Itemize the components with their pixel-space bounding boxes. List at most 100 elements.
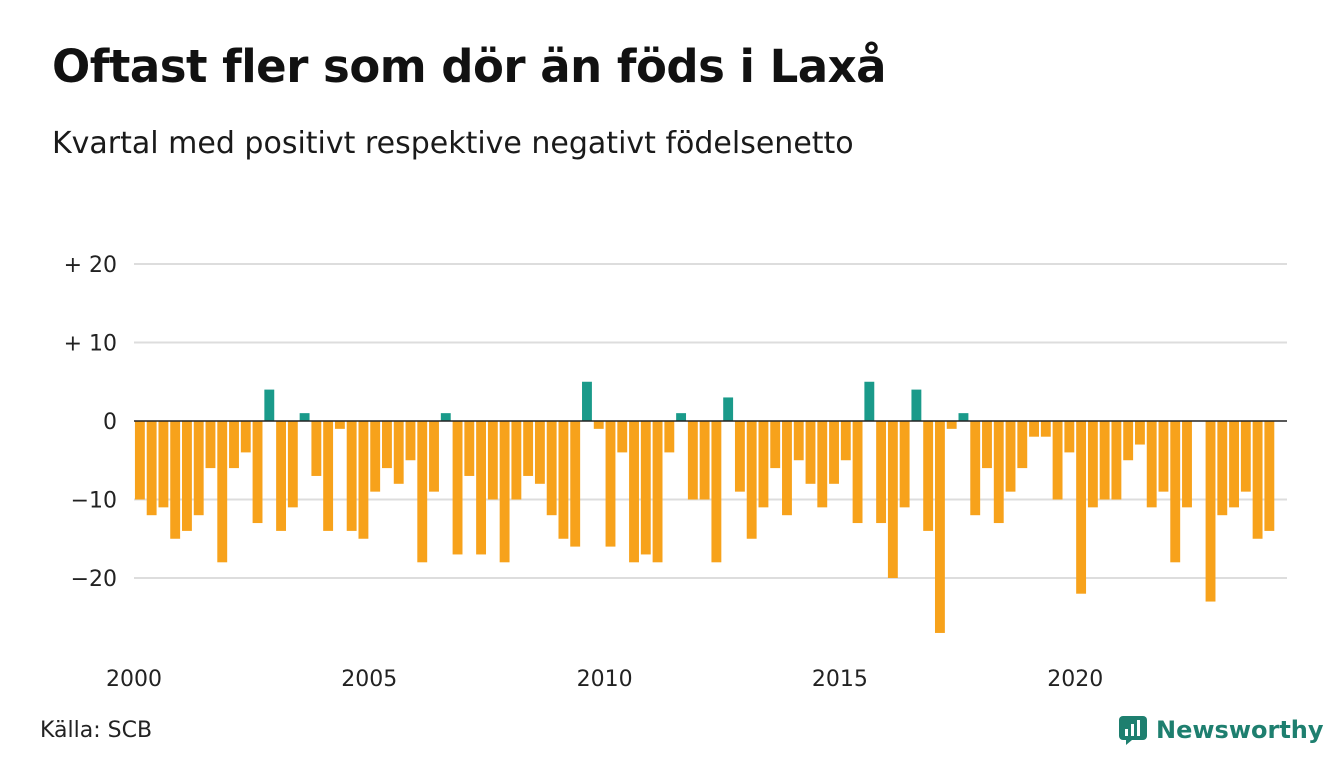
bar-negative [993,421,1004,524]
bar-negative [240,421,251,453]
x-tick-label: 2000 [106,667,162,692]
bar-negative [970,421,981,516]
bar-negative [382,421,392,469]
bar-negative [1229,421,1239,508]
bar-negative [817,421,828,508]
bar-negative [982,421,992,469]
bar-negative [158,421,169,508]
bar-negative [417,421,428,563]
bar-negative [746,421,757,539]
bar-negative [734,421,745,492]
bar-negative [617,421,628,453]
bar-negative [429,421,439,492]
bar-positive [958,413,969,421]
bar-negative [1217,421,1228,516]
bar-negative [358,421,369,539]
bar-negative [899,421,910,508]
bar-negative [782,421,792,516]
bar-negative [558,421,569,539]
bar-negative [1052,421,1063,500]
bar-negative [1076,421,1087,594]
x-tick-label: 2005 [341,667,397,692]
bar-negative [1017,421,1028,469]
bar-negative [876,421,887,524]
bar-negative [546,421,557,516]
bar-negative [1134,421,1145,445]
brand-name: Newsworthy [1156,716,1324,744]
bar-negative [758,421,769,508]
bar-negative [946,421,957,429]
bars [134,381,1275,633]
bar-negative [276,421,287,531]
bar-negative [1182,421,1192,508]
y-tick-label: −20 [71,567,117,592]
bar-positive [911,389,922,421]
bar-positive [723,397,734,421]
bar-negative [511,421,522,500]
bar-negative [629,421,639,563]
bar-negative [852,421,863,524]
bar-negative [605,421,616,547]
bar-negative [464,421,475,476]
chart-title: Oftast fler som dör än föds i Laxå [52,40,887,93]
bar-negative [1264,421,1275,531]
bar-positive [582,381,592,421]
bar-negative [1111,421,1122,500]
bar-negative [287,421,298,508]
bar-negative [1170,421,1181,563]
bar-negative [370,421,381,492]
bar-negative [640,421,651,555]
bar-negative [1123,421,1134,461]
bar-negative [934,421,945,633]
newsworthy-brand[interactable]: Newsworthy [1118,712,1324,748]
bar-negative [146,421,157,516]
bar-negative [687,421,698,500]
bar-negative [346,421,357,531]
bar-negative [699,421,710,500]
bar-positive [299,413,310,421]
bar-negative [499,421,510,563]
x-tick-label: 2020 [1047,667,1103,692]
bar-negative [1158,421,1169,492]
bar-negative [1205,421,1216,602]
bar-negative [711,421,722,563]
bar-negative [229,421,239,469]
y-tick-label: + 10 [64,332,117,357]
bar-negative [664,421,675,453]
bar-negative [205,421,216,469]
bar-negative [452,421,463,555]
y-tick-label: 0 [103,410,117,435]
bar-negative [193,421,204,516]
bar-negative [476,421,487,555]
bar-negative [652,421,663,563]
bar-negative [523,421,534,476]
bar-positive [676,413,687,421]
bar-negative [393,421,404,484]
bar-negative [923,421,934,531]
bar-negative [1029,421,1039,437]
y-tick-label: −10 [71,489,117,514]
bar-negative [1064,421,1075,453]
bar-negative [323,421,334,531]
chart-subtitle: Kvartal med positivt respektive negativt… [52,126,854,161]
bar-negative [829,421,839,484]
bar-negative [534,421,545,484]
bar-negative [840,421,851,461]
bar-negative [570,421,581,547]
source-label: Källa: SCB [40,718,153,743]
x-tick-label: 2015 [812,667,868,692]
bar-negative [311,421,322,476]
bar-negative [170,421,181,539]
bar-negative [334,421,345,429]
bar-negative [487,421,498,500]
newsworthy-logo-icon [1119,716,1147,745]
bar-positive [264,389,275,421]
y-axis-tick-labels: + 20 + 10 0 −10 −20 [64,253,117,592]
x-axis-tick-labels: 2000 2005 2010 2015 2020 [106,667,1103,692]
bar-negative [1146,421,1157,508]
bar-negative [793,421,804,461]
bar-negative [887,421,898,578]
bar-negative [1240,421,1251,492]
bar-negative [1087,421,1098,508]
